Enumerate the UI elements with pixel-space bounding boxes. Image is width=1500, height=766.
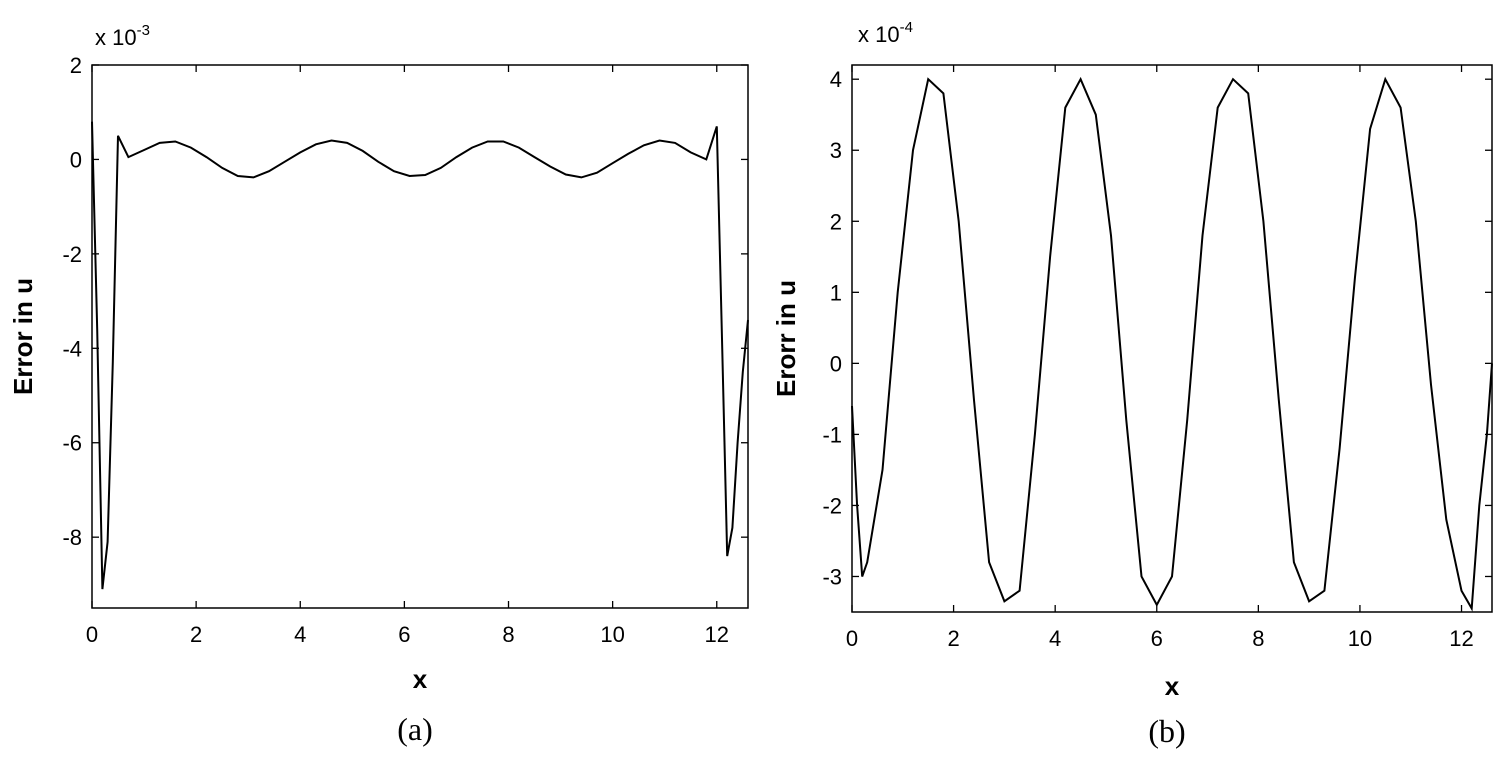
chart-a-ytick-label: 0 bbox=[70, 147, 82, 172]
chart-a-y-multiplier: x 10-3 bbox=[95, 22, 150, 50]
chart-b-ytick-label: 1 bbox=[830, 280, 842, 305]
chart-b-ytick-label: 2 bbox=[830, 209, 842, 234]
chart-a-caption: (a) bbox=[397, 711, 433, 747]
chart-a-plot-frame bbox=[91, 64, 749, 609]
chart-b-xtick-label: 6 bbox=[1151, 626, 1163, 651]
chart-a-series-line bbox=[91, 121, 749, 590]
chart-b-plot-frame bbox=[851, 64, 1493, 613]
chart-b-caption: (b) bbox=[1148, 713, 1185, 749]
chart-b-xtick-label: 10 bbox=[1348, 626, 1372, 651]
chart-a: 0 2 4 6 8 10 12 2 0 -2 -4 -6 -8 x 10-3 x Error in u (a) bbox=[8, 22, 749, 747]
chart-a-xtick-label: 8 bbox=[502, 622, 514, 647]
chart-a-ytick-label: -6 bbox=[62, 431, 82, 456]
chart-a-xtick-label: 12 bbox=[705, 622, 729, 647]
chart-b-xtick-label: 12 bbox=[1449, 626, 1473, 651]
chart-a-xlabel: x bbox=[413, 664, 428, 694]
chart-b-ytick-label: 0 bbox=[830, 351, 842, 376]
chart-b-ytick-label: 4 bbox=[830, 67, 842, 92]
chart-b-series-line bbox=[851, 76, 1493, 612]
chart-a-xtick-label: 4 bbox=[294, 622, 306, 647]
chart-b-ytick-label: -2 bbox=[822, 493, 842, 518]
chart-a-ytick-label: -2 bbox=[62, 242, 82, 267]
chart-b-xtick-label: 2 bbox=[947, 626, 959, 651]
chart-b-ylabel: Erorr in u bbox=[771, 280, 801, 397]
chart-b-ytick-label: 3 bbox=[830, 138, 842, 163]
chart-b-xlabel: x bbox=[1165, 671, 1180, 701]
chart-a-xtick-label: 10 bbox=[600, 622, 624, 647]
chart-a-ytick-label: -4 bbox=[62, 336, 82, 361]
chart-a-ytick-label: -8 bbox=[62, 525, 82, 550]
chart-b-ytick-label: -1 bbox=[822, 422, 842, 447]
chart-b-xtick-label: 4 bbox=[1049, 626, 1061, 651]
chart-a-ytick-label: 2 bbox=[70, 53, 82, 78]
chart-b-y-multiplier: x 10-4 bbox=[858, 19, 913, 47]
chart-a-xtick-label: 6 bbox=[398, 622, 410, 647]
chart-a-xtick-label: 2 bbox=[190, 622, 202, 647]
chart-a-ylabel: Error in u bbox=[8, 278, 38, 395]
chart-b-xtick-label: 8 bbox=[1252, 626, 1264, 651]
chart-b-xtick-label: 0 bbox=[846, 626, 858, 651]
chart-a-xtick-label: 0 bbox=[86, 622, 98, 647]
chart-b-ytick-label: -3 bbox=[822, 564, 842, 589]
